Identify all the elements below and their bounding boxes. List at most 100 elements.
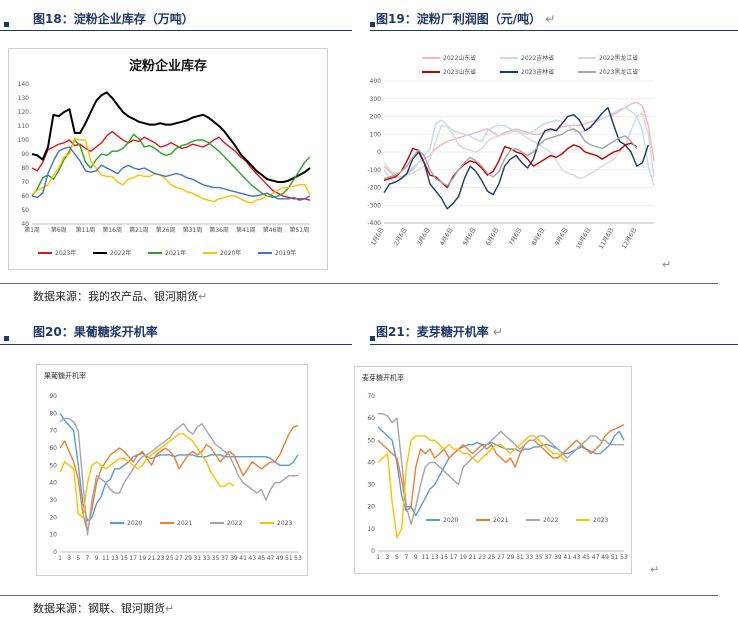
- legend-label: 2021: [177, 520, 192, 527]
- legend-label: 2023吉林省: [521, 68, 554, 76]
- x-tick-label: 35: [212, 555, 220, 562]
- legend-label: 2020: [443, 517, 458, 524]
- x-tick-label: 29: [184, 555, 192, 562]
- x-tick-label: 43: [248, 555, 256, 562]
- y-tick-label: 100: [18, 137, 30, 144]
- series-line-2021: [59, 424, 299, 532]
- x-tick-label: 3: [67, 555, 71, 562]
- y-tick-label: 60: [49, 445, 57, 452]
- x-tick-label: 19: [139, 555, 147, 562]
- y-tick-label: -200: [367, 185, 381, 192]
- y-tick-label: 200: [370, 114, 382, 121]
- series-line-2019年: [31, 146, 311, 201]
- series-line-2022吉林省: [383, 106, 655, 186]
- x-tick-label: 7: [404, 554, 408, 561]
- legend-label: 2022吉林省: [521, 54, 554, 62]
- y-tick-label: 130: [18, 95, 30, 102]
- x-tick-label: 21: [148, 555, 156, 562]
- y-tick-label: 50: [367, 437, 375, 444]
- figure-21-title: 图21：麦芽糖开机率 ↵: [376, 323, 503, 340]
- y-tick-label: 120: [18, 109, 30, 116]
- chart-title: 淀粉企业库存: [129, 58, 207, 74]
- x-tick-label: 47: [267, 555, 275, 562]
- source-top-text: 数据来源：我的农产品、银河期货: [33, 290, 198, 303]
- y-tick-label: 0: [377, 149, 381, 156]
- series-line-2020: [59, 412, 299, 522]
- y-tick-label: 60: [21, 193, 29, 200]
- x-tick-label: 11: [102, 555, 110, 562]
- y-tick-label: 80: [49, 410, 57, 417]
- x-tick-label: 10月6日: [575, 227, 593, 251]
- legend-label: 2020: [127, 520, 142, 527]
- figure-21-title-text: 图21：麦芽糖开机率: [376, 325, 489, 339]
- x-tick-label: 4月6日: [439, 227, 455, 248]
- legend-label: 2023年: [55, 249, 76, 257]
- return-mark: ↵: [662, 258, 672, 271]
- y-tick-label: 40: [21, 221, 29, 228]
- x-tick-label: 5: [395, 554, 399, 561]
- y-tick-label: 400: [370, 78, 382, 85]
- x-tick-label: 45: [258, 555, 266, 562]
- figure-20-title: 图20：果葡糖浆开机率: [33, 325, 158, 339]
- legend-label: 2023黑龙江省: [599, 68, 638, 76]
- x-tick-label: 41: [563, 554, 571, 561]
- chart-frame: [36, 364, 308, 576]
- legend-label: 2021: [493, 517, 508, 524]
- y-tick-label: 10: [49, 532, 57, 539]
- y-tick-label: -300: [367, 202, 381, 209]
- x-tick-label: 31: [193, 555, 201, 562]
- return-mark: ↵: [165, 602, 175, 615]
- y-tick-label: 70: [49, 428, 57, 435]
- source-bottom-text: 数据来源：钢联、银河期货: [33, 602, 165, 615]
- y-tick-label: 0: [53, 549, 57, 556]
- source-text-bottom: 数据来源：钢联、银河期货↵: [33, 600, 174, 616]
- x-tick-label: 7月6日: [508, 227, 524, 248]
- figure-18-rule: [0, 30, 352, 31]
- figure-20-rule: [0, 344, 352, 345]
- x-tick-label: 5: [76, 555, 80, 562]
- y-tick-label: 50: [49, 462, 57, 469]
- legend-label: 2022山东省: [443, 54, 476, 62]
- series-line-2023黑龙江省: [383, 128, 638, 187]
- legend-label: 2022黑龙江省: [599, 54, 638, 62]
- x-tick-label: 33: [203, 555, 211, 562]
- x-tick-label: 17: [450, 554, 458, 561]
- x-tick-label: 47: [592, 554, 600, 561]
- x-tick-label: 5月6日: [462, 227, 478, 248]
- y-tick-label: 80: [21, 165, 29, 172]
- x-tick-label: 第11周: [76, 226, 96, 234]
- x-tick-label: 17: [129, 555, 137, 562]
- x-tick-label: 35: [535, 554, 543, 561]
- chart-frame: [8, 48, 328, 270]
- chart-frame: [354, 366, 632, 574]
- y-tick-label: 90: [49, 393, 57, 400]
- y-tick-label: -400: [367, 220, 381, 227]
- y-tick-label: 20: [49, 514, 57, 521]
- x-tick-label: 第6周: [51, 226, 67, 234]
- chart-fig18: 淀粉企业库存 40 50 60 70 80 90 100 110 120 130 140 第1周 第6周 第…: [8, 48, 328, 270]
- x-tick-label: 25: [166, 555, 174, 562]
- y-tick-label: 100: [370, 131, 382, 138]
- series-line-2021: [377, 424, 625, 508]
- source-rule-top: [0, 283, 718, 284]
- figure-19-rule: [370, 30, 738, 31]
- y-tick-label: 40: [367, 459, 375, 466]
- x-tick-label: 13: [111, 555, 119, 562]
- x-tick-label: 27: [175, 555, 183, 562]
- legend-label: 2019年: [275, 249, 296, 257]
- x-tick-label: 51: [285, 555, 293, 562]
- legend-label: 2023山东省: [443, 68, 476, 76]
- x-tick-label: 43: [573, 554, 581, 561]
- x-tick-label: 第51周: [289, 226, 309, 234]
- series-line-2020年: [31, 137, 311, 204]
- heading-marker: [4, 336, 9, 341]
- series-line-2022: [378, 413, 624, 526]
- heading-marker: [4, 22, 9, 27]
- y-tick-label: 300: [370, 96, 382, 103]
- x-tick-label: 25: [488, 554, 496, 561]
- y-tick-label: 70: [367, 393, 375, 400]
- heading-marker: [370, 22, 375, 27]
- return-mark: ↵: [650, 563, 660, 576]
- y-tick-label: 40: [49, 480, 57, 487]
